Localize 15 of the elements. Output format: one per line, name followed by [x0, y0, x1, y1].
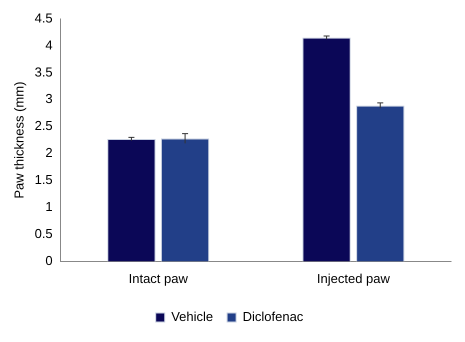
- y-tick-label: 4: [45, 37, 53, 52]
- y-tick-label: 1: [45, 199, 53, 214]
- y-tick-label: 1.5: [34, 172, 53, 188]
- x-tick-label: Intact paw: [128, 270, 188, 286]
- y-tick-label: 0: [45, 252, 53, 268]
- y-axis-title: Paw thickness (mm): [11, 82, 26, 199]
- y-tick-label: 3.5: [34, 64, 53, 80]
- legend-label: Diclofenac: [242, 309, 304, 324]
- y-tick-label: 4.5: [34, 10, 53, 26]
- legend-label: Vehicle: [171, 309, 214, 324]
- x-tick-label: Injected paw: [316, 270, 391, 286]
- y-tick-label: 2: [45, 145, 53, 160]
- y-tick-label: 0.5: [34, 226, 53, 242]
- y-tick-label: 3: [45, 91, 53, 106]
- y-tick-label: 2.5: [34, 118, 53, 134]
